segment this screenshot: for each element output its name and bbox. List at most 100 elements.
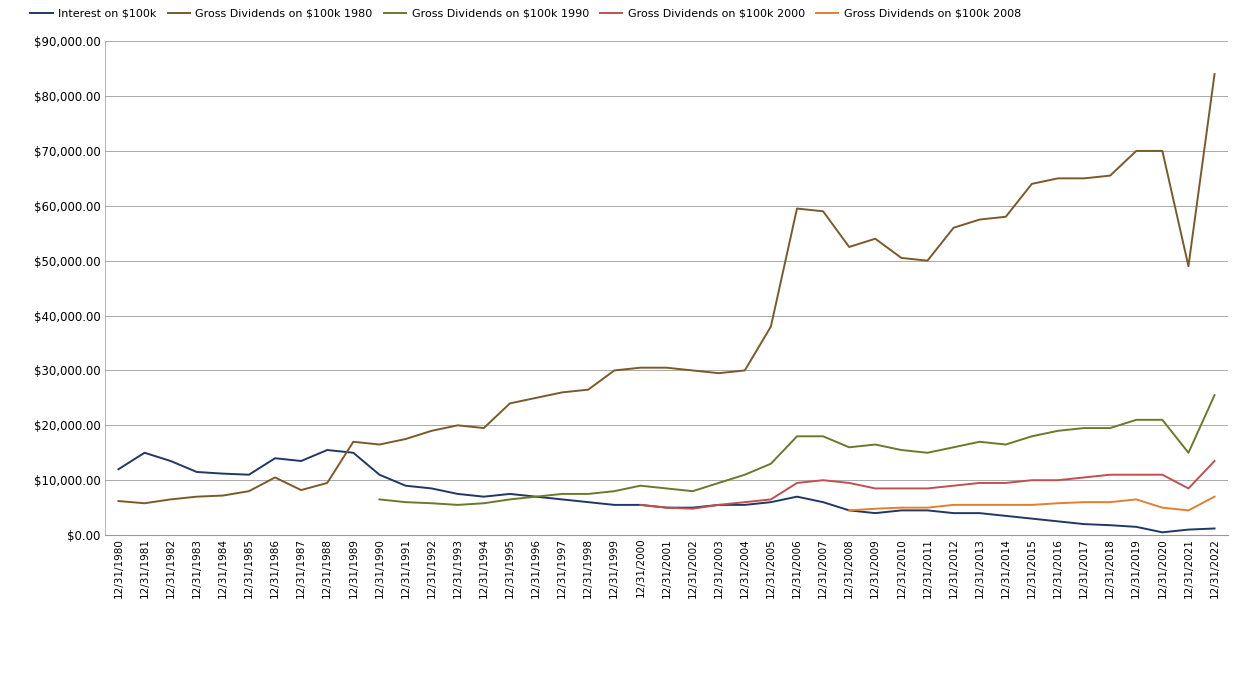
Interest on $100k [528,493,543,501]
Interest on $100k [686,504,701,512]
Line: Gross Dividends on $100k 1980: Gross Dividends on $100k 1980 [119,74,1214,504]
Gross Dividends on $100k 1990 [660,484,675,493]
Gross Dividends on $100k 1990 [868,440,883,449]
Line: Gross Dividends on $100k 1990: Gross Dividends on $100k 1990 [379,395,1214,505]
Gross Dividends on $100k 2008 [1076,498,1091,506]
Gross Dividends on $100k 1980 [476,424,491,432]
Gross Dividends on $100k 1980 [632,364,647,372]
Interest on $100k [554,495,569,504]
Gross Dividends on $100k 1980 [972,215,987,224]
Gross Dividends on $100k 2000 [816,476,831,484]
Gross Dividends on $100k 1980 [1207,70,1221,78]
Interest on $100k [1154,528,1169,536]
Gross Dividends on $100k 1980 [554,388,569,397]
Gross Dividends on $100k 1990 [632,482,647,490]
Gross Dividends on $100k 1980 [320,479,335,487]
Gross Dividends on $100k 1990 [502,495,517,504]
Gross Dividends on $100k 1980 [842,243,857,251]
Gross Dividends on $100k 1990 [816,432,831,440]
Interest on $100k [398,482,413,490]
Interest on $100k [450,490,465,498]
Gross Dividends on $100k 1980 [738,366,753,375]
Gross Dividends on $100k 1990 [580,490,595,498]
Gross Dividends on $100k 1980 [398,435,413,443]
Gross Dividends on $100k 1980 [372,440,387,449]
Interest on $100k [868,509,883,517]
Gross Dividends on $100k 2000 [712,501,727,509]
Gross Dividends on $100k 1990 [712,479,727,487]
Interest on $100k [294,457,309,465]
Gross Dividends on $100k 1980 [502,399,517,407]
Gross Dividends on $100k 2008 [842,506,857,514]
Gross Dividends on $100k 1980 [946,224,961,232]
Gross Dividends on $100k 1980 [138,499,153,508]
Line: Gross Dividends on $100k 2008: Gross Dividends on $100k 2008 [849,497,1214,510]
Interest on $100k [632,501,647,509]
Interest on $100k [894,506,909,514]
Gross Dividends on $100k 1990 [398,498,413,506]
Interest on $100k [216,469,231,477]
Gross Dividends on $100k 1980 [164,495,179,504]
Gross Dividends on $100k 2008 [946,501,961,509]
Gross Dividends on $100k 2000 [1024,476,1039,484]
Gross Dividends on $100k 1990 [686,487,701,495]
Gross Dividends on $100k 1980 [190,493,205,501]
Gross Dividends on $100k 2008 [1180,506,1195,514]
Gross Dividends on $100k 2008 [998,501,1013,509]
Gross Dividends on $100k 1990 [476,499,491,508]
Gross Dividends on $100k 1990 [554,490,569,498]
Gross Dividends on $100k 1980 [920,257,935,265]
Gross Dividends on $100k 1990 [1180,449,1195,457]
Interest on $100k [1050,517,1065,525]
Interest on $100k [320,446,335,454]
Interest on $100k [1207,524,1221,532]
Gross Dividends on $100k 1980 [580,386,595,394]
Interest on $100k [790,493,805,501]
Gross Dividends on $100k 1980 [1180,262,1195,270]
Gross Dividends on $100k 1980 [1024,180,1039,188]
Gross Dividends on $100k 1980 [868,235,883,243]
Gross Dividends on $100k 1980 [216,491,231,499]
Interest on $100k [1076,520,1091,528]
Gross Dividends on $100k 2000 [738,498,753,506]
Gross Dividends on $100k 1980 [1076,174,1091,182]
Interest on $100k [816,498,831,506]
Gross Dividends on $100k 1980 [242,487,257,495]
Gross Dividends on $100k 1990 [920,449,935,457]
Gross Dividends on $100k 2000 [1076,473,1091,482]
Gross Dividends on $100k 2000 [686,505,701,513]
Gross Dividends on $100k 1990 [1050,427,1065,435]
Gross Dividends on $100k 1980 [346,438,361,446]
Line: Interest on $100k: Interest on $100k [119,450,1214,532]
Interest on $100k [764,498,779,506]
Gross Dividends on $100k 1990 [738,471,753,479]
Gross Dividends on $100k 2000 [842,479,857,487]
Gross Dividends on $100k 1990 [1154,416,1169,424]
Gross Dividends on $100k 1990 [424,499,439,508]
Gross Dividends on $100k 1990 [450,501,465,509]
Gross Dividends on $100k 1980 [1154,147,1169,155]
Gross Dividends on $100k 2000 [790,479,805,487]
Gross Dividends on $100k 2008 [1128,495,1143,504]
Gross Dividends on $100k 2000 [660,504,675,512]
Gross Dividends on $100k 1980 [1128,147,1143,155]
Interest on $100k [920,506,935,514]
Interest on $100k [1180,525,1195,534]
Interest on $100k [972,509,987,517]
Interest on $100k [138,449,153,457]
Gross Dividends on $100k 2000 [972,479,987,487]
Interest on $100k [242,471,257,479]
Gross Dividends on $100k 2000 [1207,457,1221,465]
Interest on $100k [580,498,595,506]
Gross Dividends on $100k 1990 [1128,416,1143,424]
Gross Dividends on $100k 2000 [764,495,779,504]
Gross Dividends on $100k 2008 [972,501,987,509]
Gross Dividends on $100k 1990 [972,438,987,446]
Gross Dividends on $100k 1990 [1076,424,1091,432]
Gross Dividends on $100k 2008 [1207,493,1221,501]
Gross Dividends on $100k 2000 [920,484,935,493]
Line: Gross Dividends on $100k 2000: Gross Dividends on $100k 2000 [640,461,1214,509]
Interest on $100k [190,468,205,476]
Gross Dividends on $100k 1990 [1207,391,1221,399]
Interest on $100k [738,501,753,509]
